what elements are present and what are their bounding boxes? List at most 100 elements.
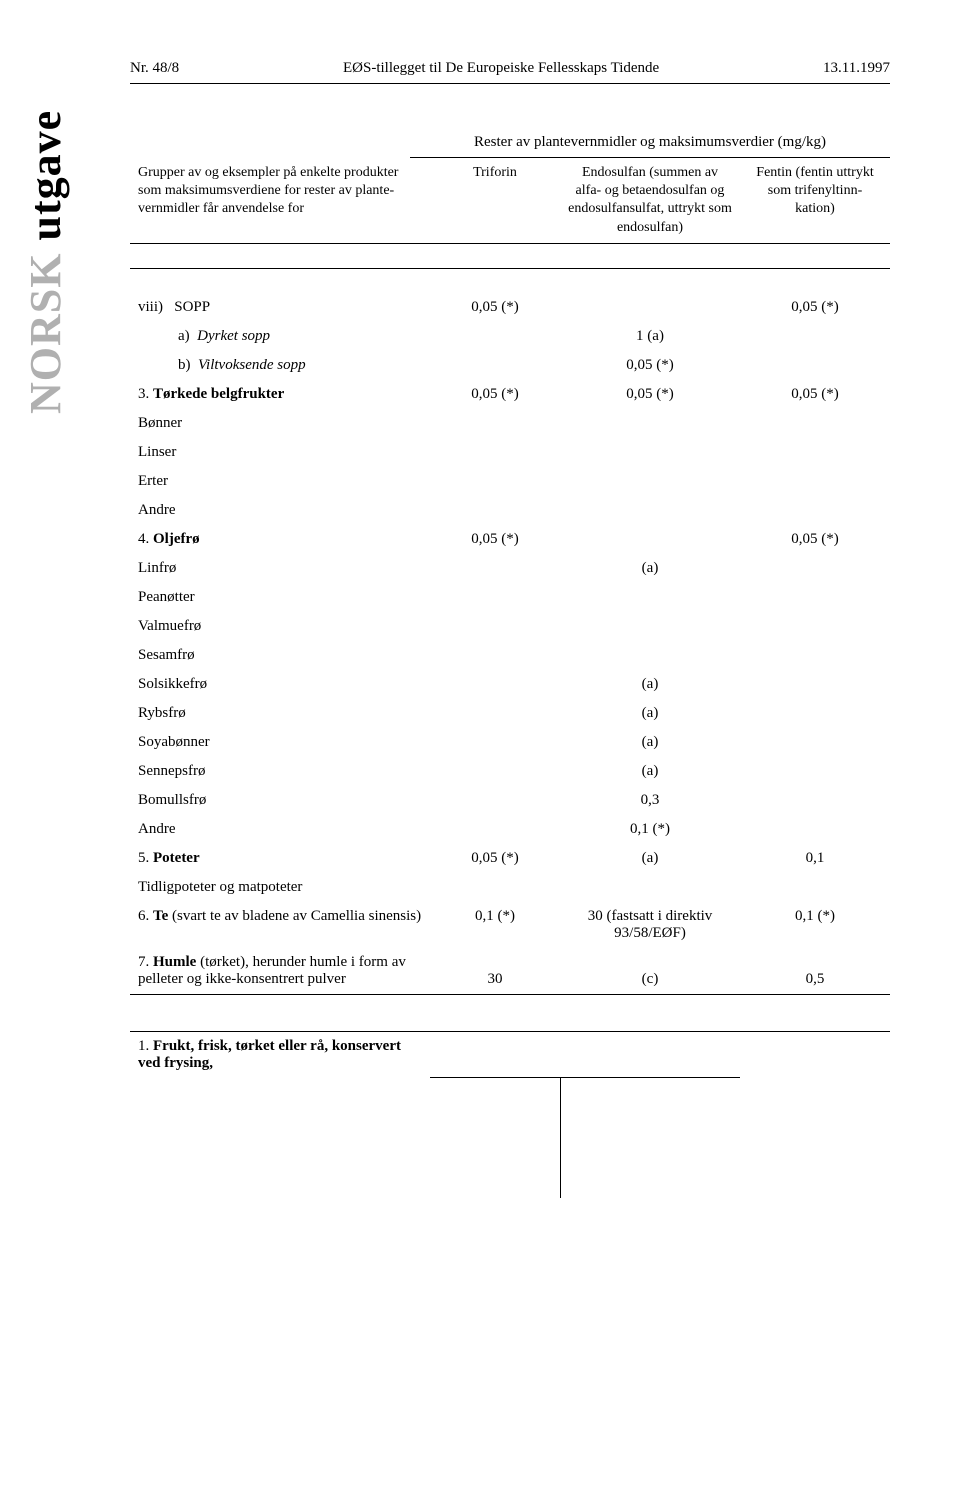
divider-row (130, 994, 890, 1019)
row-viii-label: viii) SOPP (130, 268, 430, 322)
table-sub-caption: Rester av plantevernmidler og maksimumsv… (410, 134, 890, 151)
r4-title: 4. Oljefrø (130, 525, 430, 554)
r4-item: Solsikkefrø (130, 670, 430, 699)
r4-title-text: Oljefrø (153, 531, 200, 547)
r7-c3: (c) (560, 948, 740, 995)
sidebar-dark: utgave (21, 110, 70, 253)
col-head-3: Endosulfan (summen av alfa- og betaendos… (560, 158, 740, 243)
viii-a-c3: 1 (a) (560, 322, 740, 351)
header-left: Nr. 48/8 (130, 60, 179, 77)
r6-c3: 30 (fastsatt i direktiv 93/58/EØF) (560, 902, 740, 948)
col-head-4: Fentin (fentin uttrykt som trifenyltinn-… (740, 158, 890, 243)
r3-title: 3. Tørkede belgfrukter (130, 380, 430, 409)
r4-item: Peanøtter (130, 583, 430, 612)
r4-item: Soyabønner (130, 728, 430, 757)
r6-c4: 0,1 (*) (740, 902, 890, 948)
r3-item: Linser (130, 438, 430, 467)
table-row: 3. Tørkede belgfrukter 0,05 (*) 0,05 (*)… (130, 380, 890, 409)
data-table: Grupper av og eksempler på enkelte produ… (130, 158, 890, 1198)
sidebar-light: NORSK (21, 253, 70, 414)
r6-title: 6. Te (svart te av bladene av Camellia s… (130, 902, 430, 948)
col-head-2: Triforin (430, 158, 560, 243)
sidebar-vertical-label: NORSK utgave (20, 110, 71, 414)
r7-num: 7. (138, 954, 149, 970)
r4-item-c3: (a) (560, 728, 740, 757)
table-row: Linser (130, 438, 890, 467)
table-row: Solsikkefrø (a) (130, 670, 890, 699)
divider-row (130, 243, 890, 256)
r4-item-c3: (a) (560, 670, 740, 699)
r7-title-text: Humle (153, 954, 196, 970)
row-viii-b: b) Viltvoksende sopp (130, 351, 430, 380)
table-row: Andre0,1 (*) (130, 815, 890, 844)
viii-b-label: b) (138, 357, 191, 373)
table-row: Andre (130, 496, 890, 525)
table-row: Tidligpoteter og matpoteter (130, 873, 890, 902)
r3-item: Bønner (130, 409, 430, 438)
viii-a-name: Dyrket sopp (197, 328, 270, 344)
r5-sub: Tidligpoteter og matpoteter (130, 873, 430, 902)
viii-a-label: a) (138, 328, 190, 344)
table-row: b) Viltvoksende sopp 0,05 (*) (130, 351, 890, 380)
table-row: Bønner (130, 409, 890, 438)
table-row: 1. Frukt, frisk, tørket eller rå, konser… (130, 1031, 890, 1078)
r4-item-c3: 0,3 (560, 786, 740, 815)
row-viii-c2: 0,05 (*) (430, 268, 560, 322)
r7-c2: 30 (430, 948, 560, 995)
table-row: Peanøtter (130, 583, 890, 612)
r4-item: Sennepsfrø (130, 757, 430, 786)
table-row: 4. Oljefrø 0,05 (*) 0,05 (*) (130, 525, 890, 554)
r4-num: 4. (138, 531, 149, 547)
table-row: viii) SOPP 0,05 (*) 0,05 (*) (130, 268, 890, 322)
row-viii-a: a) Dyrket sopp (130, 322, 430, 351)
table-row: Grupper av og eksempler på enkelte produ… (130, 158, 890, 243)
r4-item: Andre (130, 815, 430, 844)
table-row: Valmuefrø (130, 612, 890, 641)
r6-title-suffix: (svart te av bladene av Camellia sinensi… (168, 908, 421, 924)
table-row (130, 1078, 890, 1198)
table-row: Sennepsfrø (a) (130, 757, 890, 786)
page-content: Nr. 48/8 EØS-tillegget til De Europeiske… (0, 0, 960, 1258)
table-row: Linfrø (a) (130, 554, 890, 583)
r7-title: 7. Humle (tørket), herunder humle i form… (130, 948, 430, 995)
r6-c2: 0,1 (*) (430, 902, 560, 948)
r4-item: Sesamfrø (130, 641, 430, 670)
r5-c4: 0,1 (740, 844, 890, 873)
r5-title: 5. Poteter (130, 844, 430, 873)
r4-item-c3: (a) (560, 699, 740, 728)
table-row: Soyabønner (a) (130, 728, 890, 757)
row-viii-c3 (560, 268, 740, 322)
r3-item: Andre (130, 496, 430, 525)
viii-b-name: Viltvoksende sopp (198, 357, 306, 373)
table-row: Bomullsfrø 0,3 (130, 786, 890, 815)
col-head-group: Grupper av og eksempler på enkelte produ… (130, 158, 430, 243)
r3-c3: 0,05 (*) (560, 380, 740, 409)
r4-item-c3: (a) (560, 554, 740, 583)
r4-item: Valmuefrø (130, 612, 430, 641)
viii-b-c3: 0,05 (*) (560, 351, 740, 380)
header-right: 13.11.1997 (823, 60, 890, 77)
r3-c4: 0,05 (*) (740, 380, 890, 409)
header-rule (130, 83, 890, 84)
r1b-title-text: Frukt, frisk, tørket eller rå, konserver… (138, 1038, 401, 1071)
r4-item-c3 (560, 583, 740, 612)
r5-num: 5. (138, 850, 149, 866)
r3-item: Erter (130, 467, 430, 496)
r4-item-c3 (560, 612, 740, 641)
r5-c3: (a) (560, 844, 740, 873)
r3-c2: 0,05 (*) (430, 380, 560, 409)
header-center: EØS-tillegget til De Europeiske Fellessk… (343, 60, 659, 77)
r7-c4: 0,5 (740, 948, 890, 995)
table-row: Sesamfrø (130, 641, 890, 670)
table-row: 7. Humle (tørket), herunder humle i form… (130, 948, 890, 995)
divider-row (130, 1019, 890, 1032)
r4-c2: 0,05 (*) (430, 525, 560, 554)
r1b-num: 1. (138, 1038, 149, 1054)
table-row: 5. Poteter 0,05 (*) (a) 0,1 (130, 844, 890, 873)
table-row: Erter (130, 467, 890, 496)
r4-item: Bomullsfrø (130, 786, 430, 815)
r4-item: Linfrø (130, 554, 430, 583)
r6-num: 6. (138, 908, 149, 924)
r4-item-c3: (a) (560, 757, 740, 786)
table-row: Rybsfrø(a) (130, 699, 890, 728)
